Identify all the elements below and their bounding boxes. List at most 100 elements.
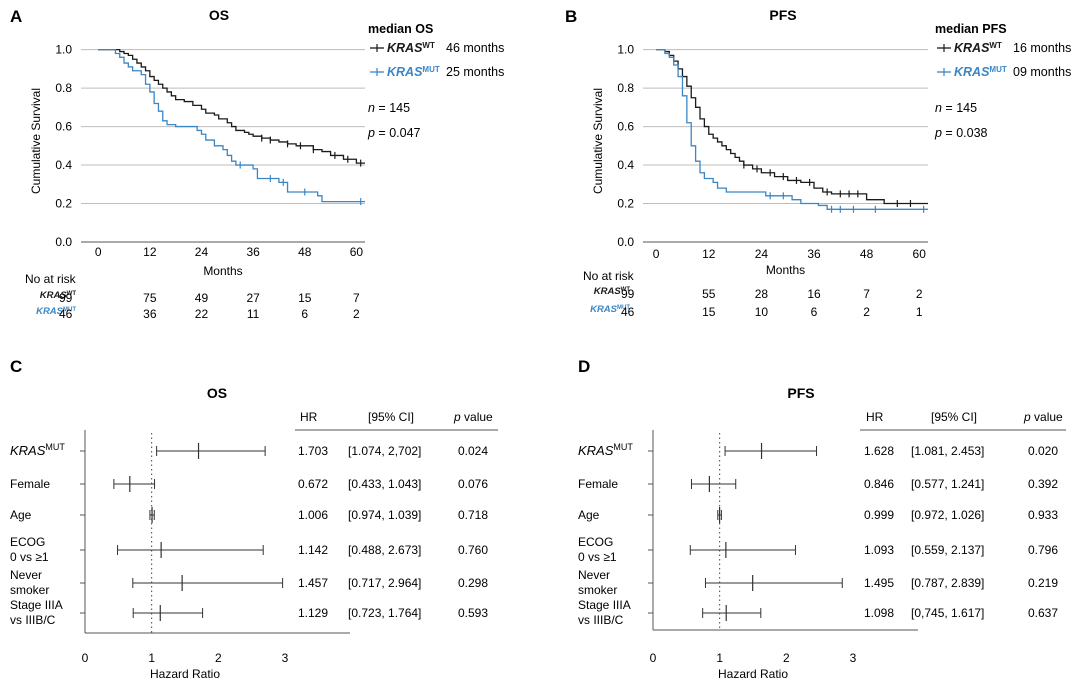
chart-title-C: OS (207, 385, 227, 401)
stat-p-label: p (934, 126, 942, 140)
x-tick-label: 0 (95, 245, 102, 259)
hr-value: 1.703 (298, 444, 328, 458)
stat-p-value: = 0.038 (942, 126, 988, 140)
forest-row-label: smoker (578, 583, 617, 597)
chart-title-D: PFS (787, 385, 814, 401)
at-risk-count: 75 (143, 291, 157, 305)
stat-n-label: n (368, 101, 375, 115)
forest-x-tick-label: 1 (716, 651, 723, 665)
stat-n-value: = 145 (375, 101, 410, 115)
at-risk-count: 49 (195, 291, 209, 305)
forest-row-label: vs IIIB/C (10, 613, 56, 627)
hr-value: 1.129 (298, 606, 328, 620)
hr-value: 1.457 (298, 576, 328, 590)
at-risk-count: 6 (811, 305, 818, 319)
forest-row-label: Never (578, 568, 610, 582)
stat-p-label: p (367, 126, 375, 140)
column-header-hr: HR (300, 410, 318, 424)
y-tick-label: 0.4 (55, 158, 72, 172)
x-tick-label: 60 (350, 245, 364, 259)
stat-p: p = 0.047 (367, 126, 421, 140)
at-risk-count: 7 (863, 287, 870, 301)
at-risk-count: 99 (621, 287, 635, 301)
at-risk-gene: KRASWT (40, 290, 77, 301)
ci-value: [1.081, 2.453] (911, 444, 984, 458)
p-value: 0.760 (458, 543, 488, 557)
at-risk-gene-sup: WT (621, 287, 631, 293)
x-tick-label: 12 (143, 245, 157, 259)
at-risk-count: 2 (353, 307, 360, 321)
p-italic: p (1023, 410, 1031, 424)
p-italic: p (453, 410, 461, 424)
legend-gene: KRASMUT (954, 65, 1007, 80)
at-risk-count: 2 (863, 305, 870, 319)
hr-value: 1.142 (298, 543, 328, 557)
forest-x-axis-label: Hazard Ratio (718, 667, 788, 681)
at-risk-gene: KRASMUT (36, 306, 76, 317)
legend-gene-gene: KRAS (954, 65, 990, 79)
forest-row-label: smoker (10, 583, 49, 597)
forest-row-label: Never (10, 568, 42, 582)
at-risk-gene-gene: KRAS (594, 286, 622, 297)
y-tick-label: 1.0 (617, 43, 634, 57)
panel-label-B: B (565, 7, 577, 26)
stat-n: n = 145 (368, 101, 410, 115)
stat-n-value: = 145 (942, 101, 977, 115)
ci-value: [0.433, 1.043] (348, 477, 421, 491)
survival-curve-wt (98, 48, 365, 164)
at-risk-count: 22 (195, 307, 209, 321)
p-value: 0.219 (1028, 576, 1058, 590)
x-tick-label: 36 (807, 247, 821, 261)
forest-row-label: ECOG (578, 535, 613, 549)
x-axis-label: Months (766, 263, 805, 277)
at-risk-count: 36 (143, 307, 157, 321)
y-axis-label: Cumulative Survival (29, 88, 43, 194)
at-risk-gene-sup: MUT (63, 307, 76, 313)
p-value: 0.392 (1028, 477, 1058, 491)
column-header-p: p value (1023, 410, 1063, 424)
panel-label-D: D (578, 357, 590, 376)
x-tick-label: 36 (246, 245, 260, 259)
at-risk-gene-gene: KRAS (40, 290, 68, 301)
forest-x-tick-label: 3 (282, 651, 289, 665)
stat-n-label: n (935, 101, 942, 115)
at-risk-count: 15 (702, 305, 716, 319)
hr-value: 1.495 (864, 576, 894, 590)
forest-x-tick-label: 0 (650, 651, 657, 665)
y-tick-label: 0.6 (617, 120, 634, 134)
ci-value: [0.974, 1.039] (348, 508, 421, 522)
legend-gene-gene: KRAS (954, 41, 990, 55)
p-rest: value (1031, 410, 1063, 424)
legend-gene: KRASWT (387, 41, 435, 56)
p-value: 0.076 (458, 477, 488, 491)
column-header-hr: HR (866, 410, 884, 424)
ci-value: [0.787, 2.839] (911, 576, 984, 590)
at-risk-count: 28 (755, 287, 769, 301)
forest-x-tick-label: 1 (148, 651, 155, 665)
at-risk-count: 10 (755, 305, 769, 319)
legend-gene-sup: WT (989, 41, 1002, 50)
survival-curve-mut (656, 48, 928, 210)
at-risk-count: 46 (59, 307, 73, 321)
ci-value: [0.559, 2.137] (911, 543, 984, 557)
forest-row-label-gene: KRAS (578, 443, 614, 458)
at-risk-count: 1 (916, 305, 923, 319)
column-header-ci: [95% CI] (368, 410, 414, 424)
p-value: 0.298 (458, 576, 488, 590)
forest-x-tick-label: 0 (82, 651, 89, 665)
legend-median: 16 months (1013, 41, 1071, 55)
p-value: 0.796 (1028, 543, 1058, 557)
y-tick-label: 0.8 (55, 81, 72, 95)
at-risk-gene-gene: KRAS (590, 304, 618, 315)
y-tick-label: 0.2 (617, 197, 634, 211)
forest-row-label-gene: KRAS (10, 443, 46, 458)
ci-value: [0.577, 1.241] (911, 477, 984, 491)
p-value: 0.718 (458, 508, 488, 522)
column-header-p: p value (453, 410, 493, 424)
forest-row-label: Age (10, 508, 32, 522)
ci-value: [0.723, 1.764] (348, 606, 421, 620)
y-tick-label: 0.6 (55, 120, 72, 134)
hr-value: 1.093 (864, 543, 894, 557)
y-axis-label: Cumulative Survival (591, 88, 605, 194)
stat-n: n = 145 (935, 101, 977, 115)
